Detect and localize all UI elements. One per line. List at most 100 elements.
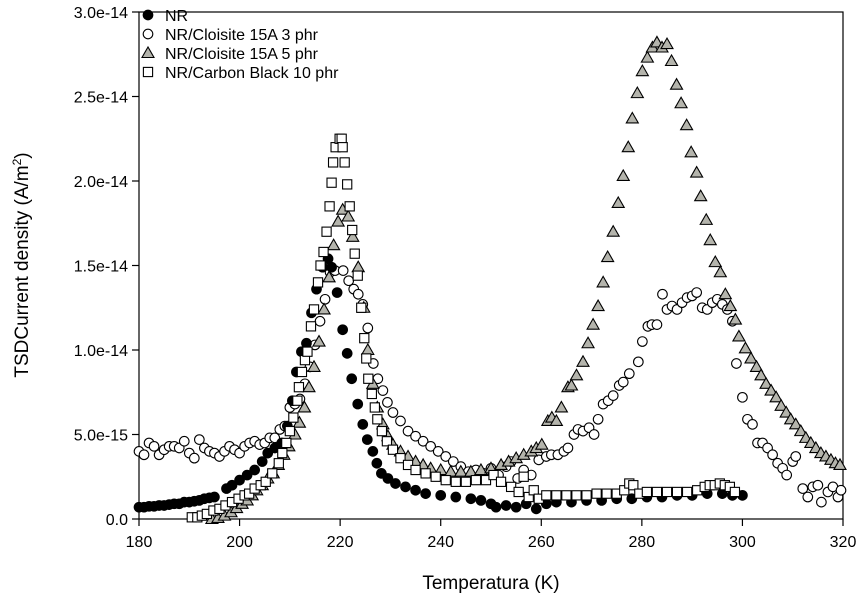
data-point bbox=[336, 133, 347, 144]
data-point bbox=[369, 402, 380, 413]
data-point bbox=[341, 348, 353, 359]
data-point bbox=[366, 388, 377, 400]
data-point bbox=[669, 77, 684, 90]
legend-label: NR/Cloisite 15A 3 phr bbox=[165, 27, 319, 44]
data-point bbox=[440, 451, 452, 462]
x-axis: 180 200 220 240 260 280 300 320 bbox=[126, 519, 856, 551]
data-point bbox=[342, 179, 353, 190]
data-point bbox=[460, 476, 472, 487]
data-point bbox=[352, 398, 364, 410]
data-point bbox=[788, 417, 803, 430]
data-point bbox=[731, 329, 746, 342]
data-point bbox=[475, 495, 487, 506]
data-point bbox=[296, 366, 308, 378]
data-point bbox=[417, 435, 429, 447]
data-point bbox=[277, 447, 288, 459]
data-point bbox=[528, 485, 539, 496]
data-point bbox=[299, 354, 311, 366]
data-point bbox=[178, 435, 190, 447]
data-point bbox=[797, 483, 809, 494]
y-tick-label: 5.0e-15 bbox=[74, 428, 128, 445]
y-tick-label: 1.5e-14 bbox=[74, 259, 128, 276]
data-point bbox=[641, 486, 653, 498]
data-point bbox=[326, 238, 341, 251]
data-point bbox=[630, 86, 645, 99]
data-point bbox=[352, 270, 363, 281]
data-point bbox=[562, 442, 574, 454]
data-point bbox=[302, 346, 313, 357]
data-point bbox=[400, 481, 411, 493]
data-point bbox=[341, 209, 356, 222]
data-point bbox=[410, 484, 421, 496]
data-point bbox=[432, 446, 444, 457]
data-point bbox=[621, 140, 636, 153]
data-point bbox=[833, 457, 847, 470]
data-point bbox=[337, 265, 349, 276]
data-point bbox=[343, 275, 355, 287]
data-point bbox=[450, 476, 461, 487]
data-point bbox=[764, 383, 779, 396]
series-2 bbox=[204, 35, 847, 525]
data-point bbox=[425, 440, 437, 452]
data-point bbox=[234, 474, 245, 486]
data-point bbox=[674, 96, 689, 109]
data-point bbox=[256, 456, 268, 467]
data-point bbox=[640, 50, 655, 63]
data-point bbox=[774, 398, 789, 411]
data-point bbox=[561, 490, 572, 501]
data-point bbox=[651, 486, 663, 498]
data-point bbox=[518, 471, 529, 482]
data-point bbox=[728, 312, 743, 325]
data-point bbox=[708, 255, 723, 268]
data-point bbox=[744, 351, 758, 364]
data-point bbox=[664, 53, 679, 67]
data-point bbox=[793, 424, 808, 437]
data-point bbox=[453, 464, 468, 477]
data-point bbox=[326, 177, 337, 188]
data-point bbox=[625, 111, 640, 124]
series-3 bbox=[186, 133, 741, 523]
data-point bbox=[443, 464, 458, 477]
data-point bbox=[321, 226, 332, 237]
data-point bbox=[319, 293, 331, 305]
data-point bbox=[226, 479, 238, 491]
data-point bbox=[689, 165, 704, 178]
data-point bbox=[327, 157, 339, 168]
data-point bbox=[361, 434, 373, 445]
data-point bbox=[632, 356, 644, 368]
data-point bbox=[390, 478, 401, 489]
data-point bbox=[530, 503, 542, 515]
x-tick-label: 180 bbox=[126, 534, 153, 551]
data-point bbox=[359, 333, 370, 344]
data-point bbox=[420, 488, 431, 500]
data-point bbox=[611, 195, 626, 209]
data-point bbox=[382, 473, 394, 484]
data-point bbox=[267, 468, 278, 479]
data-point bbox=[713, 265, 728, 278]
data-point bbox=[569, 368, 584, 381]
data-point bbox=[628, 480, 639, 491]
data-point bbox=[337, 324, 349, 336]
data-point bbox=[297, 400, 312, 413]
data-point bbox=[347, 224, 358, 236]
data-point bbox=[349, 248, 360, 259]
data-point bbox=[363, 373, 374, 384]
data-point bbox=[367, 446, 379, 457]
data-point bbox=[660, 37, 674, 50]
data-point bbox=[372, 414, 383, 425]
series-layer bbox=[133, 35, 847, 525]
data-point bbox=[718, 287, 733, 300]
data-point bbox=[554, 400, 569, 413]
legend-label: NR/Carbon Black 10 phr bbox=[165, 65, 339, 82]
data-point bbox=[679, 118, 694, 131]
y-tick-label: 1.0e-14 bbox=[74, 343, 128, 360]
legend-label: NR/Cloisite 15A 5 phr bbox=[165, 46, 319, 63]
data-point bbox=[249, 464, 261, 476]
data-point bbox=[596, 275, 611, 288]
data-point bbox=[635, 64, 650, 77]
data-point bbox=[693, 189, 708, 202]
data-point bbox=[357, 419, 369, 430]
data-point bbox=[691, 287, 703, 298]
data-point bbox=[737, 391, 748, 403]
data-point bbox=[684, 145, 699, 158]
